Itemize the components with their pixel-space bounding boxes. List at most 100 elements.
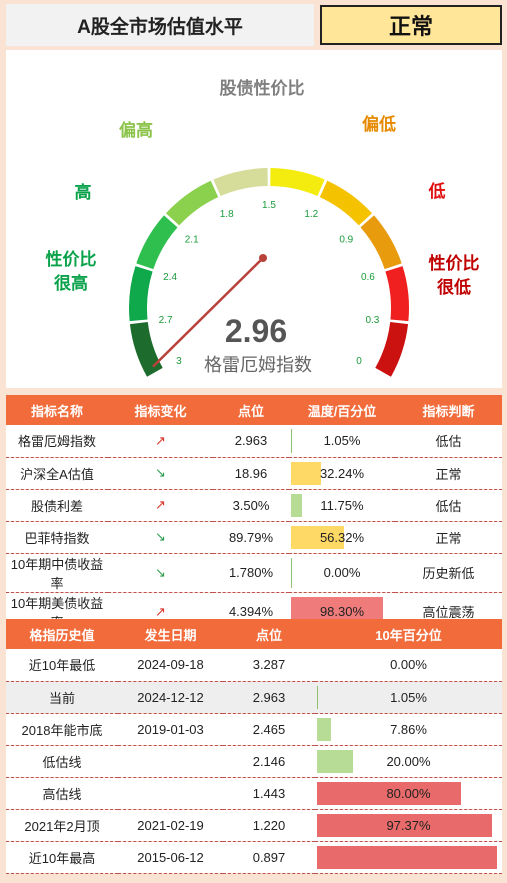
gauge-tick-label: 0.9 xyxy=(339,234,353,245)
percentile-cell: 1.05% xyxy=(289,425,395,458)
gauge-segments xyxy=(129,168,409,377)
history-percentile-value: 7.86% xyxy=(390,721,427,737)
indicator-table: 指标名称 指标变化 点位 温度/百分位 指标判断 格雷厄姆指数 ↗ 2.963 1.0… xyxy=(6,395,502,632)
col-header-percentile: 温度/百分位 xyxy=(289,395,395,425)
history-name: 当前 xyxy=(6,681,118,714)
history-percentile-value: 97.37% xyxy=(386,817,431,833)
col-header-history-name: 格指历史值 xyxy=(6,619,118,649)
history-row: 高估线 1.443 80.00% xyxy=(6,777,502,810)
indicator-judgement: 低估 xyxy=(395,489,502,522)
gauge-tick-label: 1.8 xyxy=(220,209,234,220)
indicator-value: 3.50% xyxy=(213,489,289,522)
history-value: 2.963 xyxy=(223,681,315,714)
zone-label-slightly-high: 偏高 xyxy=(119,120,153,140)
history-date: 2019-01-03 xyxy=(118,713,223,746)
history-percentile-value: 80.00% xyxy=(386,785,431,801)
gauge-tick-label: 2.7 xyxy=(159,315,173,326)
percentile-bar xyxy=(291,461,322,485)
gauge-panel: 股债性价比 3 2.7 2.4 2.1 1.8 1.5 1.2 0.9 0.6 0.3 0 偏高 偏… xyxy=(6,50,502,388)
gauge-needle xyxy=(152,257,264,368)
history-date: 2021-02-19 xyxy=(118,809,223,842)
col-header-name: 指标名称 xyxy=(6,395,108,425)
history-percentile-bar xyxy=(317,685,318,709)
gauge-segment xyxy=(360,215,402,270)
indicator-row: 沪深全A估值 ↘ 18.96 32.24% 正常 xyxy=(6,457,502,490)
percentile-bar xyxy=(291,525,344,549)
percentile-cell: 0.00% xyxy=(289,553,395,593)
zone-label-very-high-line2: 很高 xyxy=(54,273,88,293)
indicator-name: 10年期中债收益率 xyxy=(6,553,108,593)
gauge-segment xyxy=(375,322,409,377)
history-row: 2018年能市底 2019-01-03 2.465 7.86% xyxy=(6,713,502,746)
indicator-name: 格雷厄姆指数 xyxy=(6,425,108,458)
history-value: 2.465 xyxy=(223,713,315,746)
history-percentile-value: 1.05% xyxy=(390,689,427,705)
history-name: 高估线 xyxy=(6,777,118,810)
indicator-row: 10年期中债收益率 ↘ 1.780% 0.00% 历史新低 xyxy=(6,553,502,593)
indicator-header-row: 指标名称 指标变化 点位 温度/百分位 指标判断 xyxy=(6,395,502,425)
history-percentile-cell: 97.37% xyxy=(315,809,502,842)
indicator-value: 2.963 xyxy=(213,425,289,458)
gauge-segment xyxy=(165,180,219,226)
indicator-value: 89.79% xyxy=(213,521,289,554)
indicator-judgement: 正常 xyxy=(395,521,502,554)
history-value: 3.287 xyxy=(223,649,315,682)
zone-label-very-low-line1: 性价比 xyxy=(429,253,480,273)
history-name: 低估线 xyxy=(6,745,118,778)
indicator-judgement: 低估 xyxy=(395,425,502,458)
history-percentile-cell: 0.00% xyxy=(315,649,502,682)
change-down-arrow-icon: ↘ xyxy=(108,521,213,554)
gauge-tick-label: 0.6 xyxy=(361,272,375,283)
change-up-arrow-icon: ↗ xyxy=(108,425,213,458)
history-percentile-cell xyxy=(315,841,502,874)
percentile-bar xyxy=(291,493,303,517)
history-percentile-cell: 80.00% xyxy=(315,777,502,810)
gauge-segment xyxy=(270,168,325,197)
indicator-name: 股债利差 xyxy=(6,489,108,522)
zone-label-high: 高 xyxy=(75,182,92,202)
history-row: 当前 2024-12-12 2.963 1.05% xyxy=(6,681,502,714)
history-percentile-bar xyxy=(317,781,461,805)
history-value: 1.443 xyxy=(223,777,315,810)
gauge-tick-labels: 3 2.7 2.4 2.1 1.8 1.5 1.2 0.9 0.6 0.3 0 xyxy=(159,200,380,367)
history-row: 低估线 2.146 20.00% xyxy=(6,745,502,778)
gauge-segment xyxy=(129,266,153,322)
history-percentile-value: 0.00% xyxy=(390,657,427,673)
percentile-cell: 56.32% xyxy=(289,521,395,554)
col-header-history-value: 点位 xyxy=(223,619,315,649)
history-date: 2015-06-12 xyxy=(118,841,223,874)
status-badge: 正常 xyxy=(320,5,502,45)
gauge-tick-label: 3 xyxy=(176,356,182,367)
zone-label-very-high-line1: 性价比 xyxy=(46,249,97,269)
history-date: 2024-09-18 xyxy=(118,649,223,682)
change-down-arrow-icon: ↘ xyxy=(108,553,213,593)
gauge-segment xyxy=(213,168,268,197)
gauge-tick-label: 2.1 xyxy=(185,234,199,245)
gauge-tick-label: 1.5 xyxy=(262,200,276,211)
history-value: 1.220 xyxy=(223,809,315,842)
indicator-judgement: 正常 xyxy=(395,457,502,490)
history-percentile-bar xyxy=(317,749,353,773)
history-value: 2.146 xyxy=(223,745,315,778)
col-header-judgement: 指标判断 xyxy=(395,395,502,425)
col-header-10y-percentile: 10年百分位 xyxy=(315,619,502,649)
change-up-arrow-icon: ↗ xyxy=(108,489,213,522)
gauge-segment xyxy=(136,215,178,270)
history-name: 近10年最高 xyxy=(6,841,118,874)
gauge-chart: 股债性价比 3 2.7 2.4 2.1 1.8 1.5 1.2 0.9 0.6 0.3 0 偏高 偏… xyxy=(46,78,480,377)
history-date: 2024-12-12 xyxy=(118,681,223,714)
percentile-value: 98.30% xyxy=(319,604,365,619)
gauge-segment xyxy=(319,180,373,226)
page-title: A股全市场估值水平 xyxy=(6,4,314,46)
gauge-value: 2.96 xyxy=(225,313,287,349)
history-row: 近10年最高 2015-06-12 0.897 xyxy=(6,841,502,874)
history-percentile-cell: 1.05% xyxy=(315,681,502,714)
change-down-arrow-icon: ↘ xyxy=(108,457,213,490)
percentile-value: 1.05% xyxy=(323,433,361,449)
history-row: 2021年2月顶 2021-02-19 1.220 97.37% xyxy=(6,809,502,842)
history-percentile-value: 20.00% xyxy=(386,753,431,769)
history-name: 2018年能市底 xyxy=(6,713,118,746)
percentile-cell: 11.75% xyxy=(289,489,395,522)
indicator-judgement: 历史新低 xyxy=(395,553,502,593)
